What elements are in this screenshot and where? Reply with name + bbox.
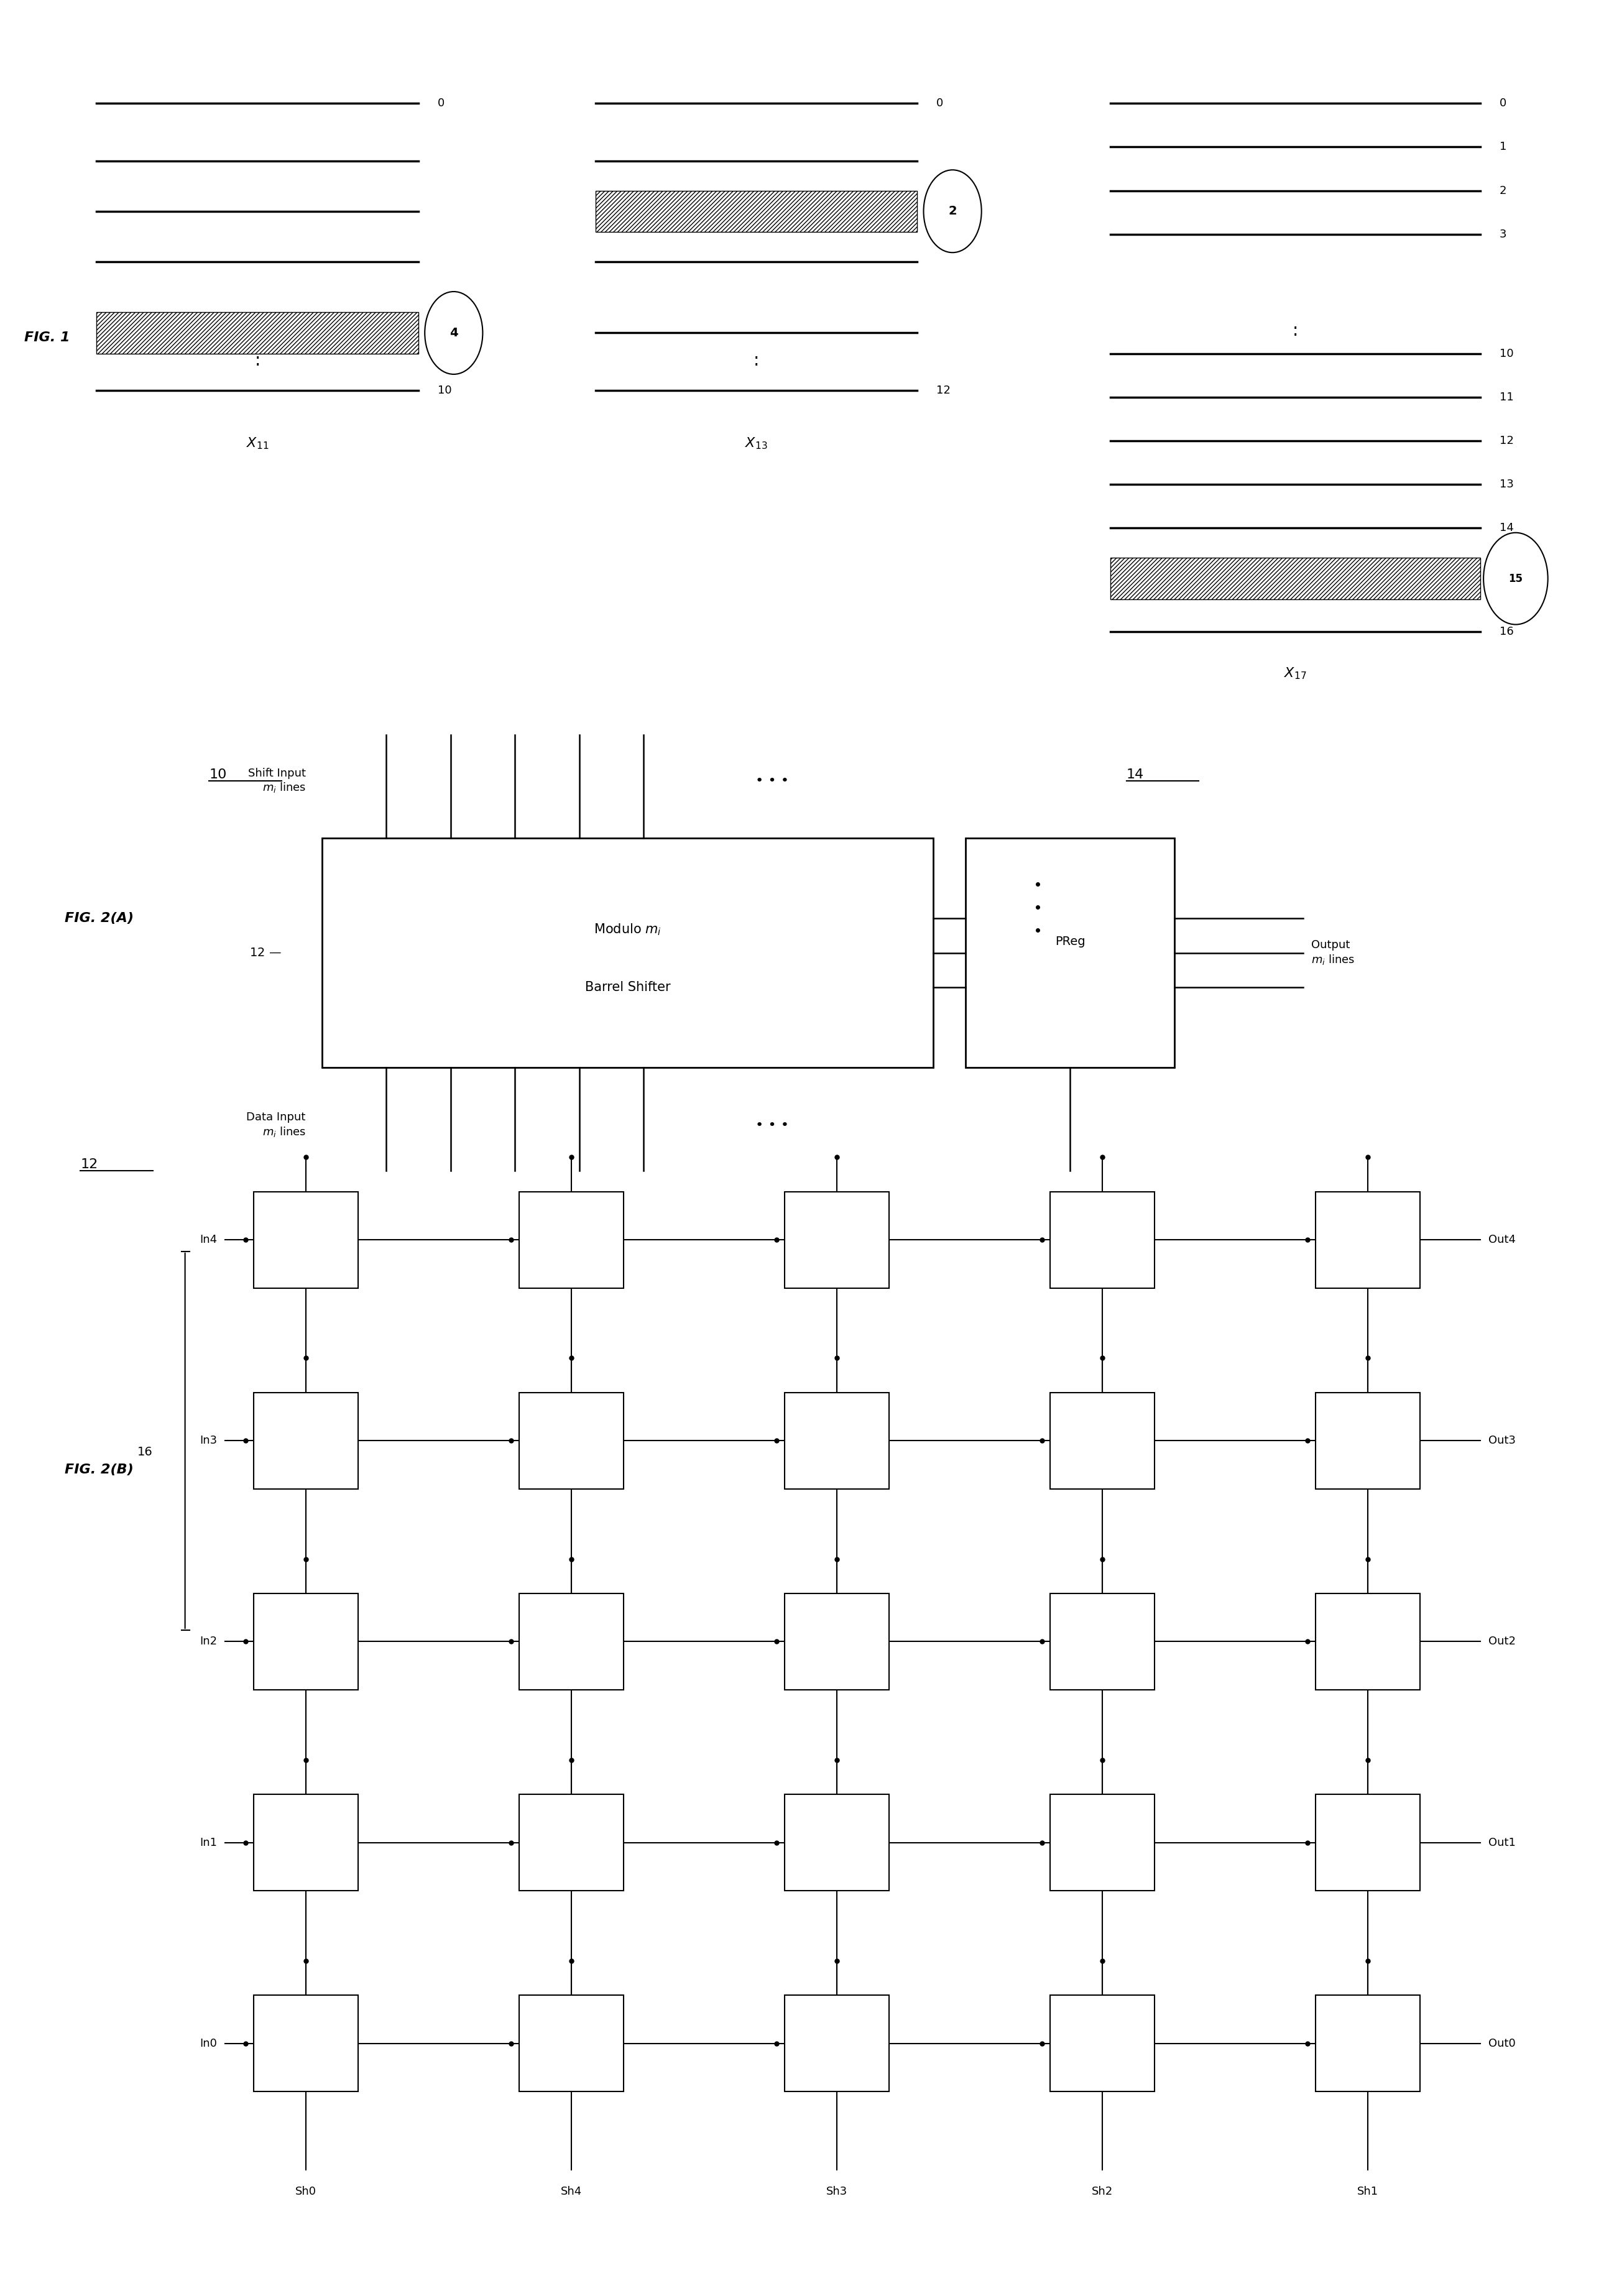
Text: In4: In4 (200, 1235, 217, 1244)
Text: $X_{13}$: $X_{13}$ (745, 436, 767, 450)
Text: Sh1: Sh1 (1356, 2186, 1379, 2197)
FancyBboxPatch shape (518, 1795, 624, 1890)
Text: 1: 1 (1500, 142, 1506, 152)
Text: Out1: Out1 (1488, 1837, 1516, 1848)
FancyBboxPatch shape (518, 1995, 624, 2092)
Text: Barrel Shifter: Barrel Shifter (584, 980, 671, 994)
FancyBboxPatch shape (1110, 558, 1480, 599)
FancyBboxPatch shape (1316, 1391, 1421, 1490)
Text: 3: 3 (1500, 230, 1506, 239)
Text: Out2: Out2 (1488, 1637, 1516, 1646)
Text: FIG. 2(A): FIG. 2(A) (64, 912, 134, 925)
FancyBboxPatch shape (785, 1391, 888, 1490)
Text: 15: 15 (1509, 574, 1522, 583)
Text: 11: 11 (1500, 393, 1514, 402)
Text: • • •: • • • (756, 774, 788, 788)
Text: 12: 12 (936, 386, 951, 395)
FancyBboxPatch shape (254, 1593, 357, 1690)
FancyBboxPatch shape (1049, 1995, 1155, 2092)
FancyBboxPatch shape (254, 1192, 357, 1288)
FancyBboxPatch shape (254, 1995, 357, 2092)
Text: 14: 14 (1126, 769, 1144, 781)
Text: Sh3: Sh3 (825, 2186, 848, 2197)
Text: • • •: • • • (756, 1118, 788, 1132)
Text: 16: 16 (1500, 627, 1514, 636)
Text: 10: 10 (438, 386, 452, 395)
Text: :: : (753, 351, 759, 370)
FancyBboxPatch shape (1049, 1795, 1155, 1890)
FancyBboxPatch shape (97, 312, 418, 354)
Text: $X_{11}$: $X_{11}$ (246, 436, 269, 450)
FancyBboxPatch shape (785, 1995, 888, 2092)
FancyBboxPatch shape (322, 838, 933, 1068)
Text: In3: In3 (200, 1435, 217, 1446)
FancyBboxPatch shape (1049, 1593, 1155, 1690)
Text: Sh4: Sh4 (560, 2186, 582, 2197)
Text: PReg: PReg (1056, 934, 1084, 948)
FancyBboxPatch shape (785, 1192, 888, 1288)
FancyBboxPatch shape (1049, 1391, 1155, 1490)
Text: 12: 12 (1500, 436, 1514, 445)
FancyBboxPatch shape (1316, 1995, 1421, 2092)
Text: 4: 4 (449, 326, 459, 340)
Text: FIG. 2(B): FIG. 2(B) (64, 1463, 134, 1476)
Text: $12$ —: $12$ — (249, 946, 282, 960)
Text: 0: 0 (1500, 99, 1506, 108)
Text: Data Input
$m_i$ lines: Data Input $m_i$ lines (246, 1111, 306, 1139)
Text: 12: 12 (80, 1159, 98, 1171)
Text: FIG. 1: FIG. 1 (24, 331, 69, 344)
Text: $X_{17}$: $X_{17}$ (1284, 666, 1307, 680)
Text: Out3: Out3 (1488, 1435, 1516, 1446)
Text: Output
$m_i$ lines: Output $m_i$ lines (1311, 939, 1355, 967)
FancyBboxPatch shape (254, 1795, 357, 1890)
FancyBboxPatch shape (518, 1391, 624, 1490)
Text: Sh0: Sh0 (294, 2186, 317, 2197)
FancyBboxPatch shape (1316, 1192, 1421, 1288)
FancyBboxPatch shape (518, 1593, 624, 1690)
Text: In2: In2 (200, 1637, 217, 1646)
Text: Out4: Out4 (1488, 1235, 1516, 1244)
Text: Modulo $m_i$: Modulo $m_i$ (594, 923, 661, 937)
Text: 13: 13 (1500, 480, 1514, 489)
Text: :: : (254, 351, 261, 370)
FancyBboxPatch shape (965, 838, 1175, 1068)
Text: Sh2: Sh2 (1091, 2186, 1113, 2197)
FancyBboxPatch shape (518, 1192, 624, 1288)
FancyBboxPatch shape (254, 1391, 357, 1490)
Text: Clock: Clock (1086, 1194, 1117, 1205)
Text: Out0: Out0 (1488, 2039, 1516, 2048)
Text: 2: 2 (1500, 186, 1506, 195)
FancyBboxPatch shape (785, 1795, 888, 1890)
Text: 2: 2 (948, 204, 957, 218)
FancyBboxPatch shape (595, 191, 917, 232)
Text: In1: In1 (200, 1837, 217, 1848)
Text: 14: 14 (1500, 523, 1514, 533)
Text: In0: In0 (200, 2039, 217, 2048)
FancyBboxPatch shape (785, 1593, 888, 1690)
Text: 0: 0 (936, 99, 943, 108)
Text: :: : (1292, 321, 1298, 340)
Text: 0: 0 (438, 99, 444, 108)
FancyBboxPatch shape (1316, 1795, 1421, 1890)
Text: 10: 10 (209, 769, 227, 781)
FancyBboxPatch shape (1316, 1593, 1421, 1690)
Text: Shift Input
$m_i$ lines: Shift Input $m_i$ lines (248, 767, 306, 794)
FancyBboxPatch shape (1049, 1192, 1155, 1288)
Text: 10: 10 (1500, 349, 1514, 358)
Text: 16: 16 (137, 1446, 153, 1458)
